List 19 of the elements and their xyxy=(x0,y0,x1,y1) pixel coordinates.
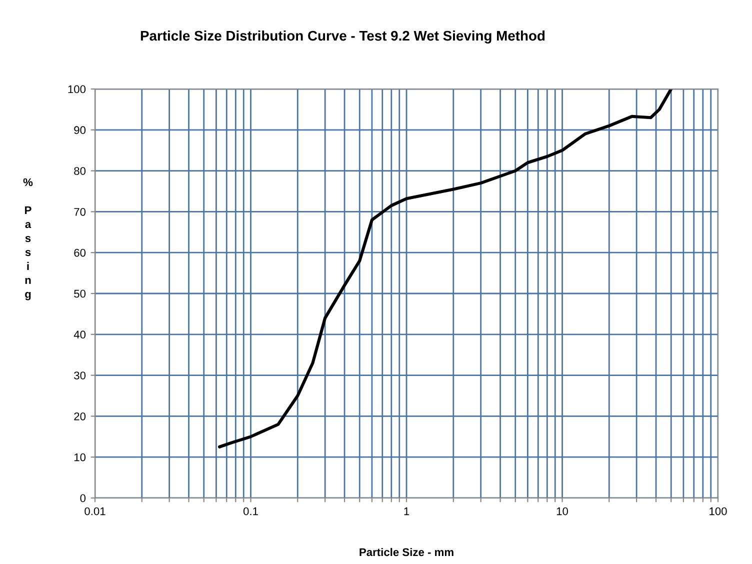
chart-title: Particle Size Distribution Curve - Test 9.2 Wet Sieving Method xyxy=(140,30,545,44)
y-tick-label: 70 xyxy=(74,208,86,216)
y-tick-label: 30 xyxy=(74,372,86,380)
x-tick-label: 0.01 xyxy=(84,507,106,516)
y-tick-label: 100 xyxy=(68,85,86,94)
y-tick-label: 40 xyxy=(74,330,86,339)
x-axis-title: Particle Size - mm xyxy=(360,548,454,556)
x-tick-label: 100 xyxy=(710,507,727,516)
text: % Passing xyxy=(23,178,33,300)
y-tick-label: 20 xyxy=(74,412,86,420)
y-tick-label: 80 xyxy=(74,167,86,175)
x-tick-label: 1 xyxy=(404,507,410,516)
x-tick-label: 0.1 xyxy=(243,507,258,516)
y-tick-label: 60 xyxy=(74,248,86,257)
y-tick-label: 0 xyxy=(80,494,86,502)
y-tick-label: 10 xyxy=(74,453,86,462)
x-tick-label: 10 xyxy=(556,507,568,516)
y-tick-label: 90 xyxy=(74,126,86,134)
y-tick-label: 50 xyxy=(74,290,86,298)
